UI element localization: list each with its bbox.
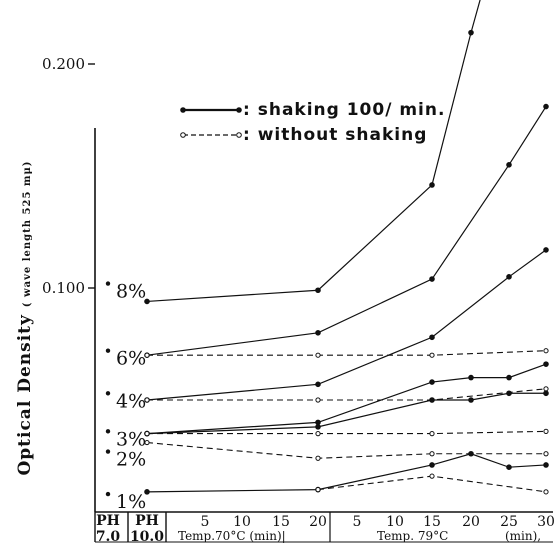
series-8pct-shaking-0-point-0: [144, 298, 150, 305]
series-4pct-no-shaking-4-point-1: [315, 397, 321, 403]
series-6pct-shaking-1-point-3: [506, 162, 512, 168]
conc-label-8pct: 8%: [116, 281, 146, 303]
conc-label-6pct: 6%: [116, 348, 146, 370]
x-label-ph7-top: PH: [96, 513, 120, 529]
series-8pct-shaking-0-point-2: [429, 182, 435, 188]
conc-label-3pct: 3%: [116, 428, 146, 450]
x-label-t79_15: 15: [423, 514, 441, 530]
series-3pct-shaking-5-point-2: [429, 379, 435, 385]
series-4pct-shaking-3-point-1: [315, 381, 321, 388]
series-1pct-no-shaking-10-point-1: [429, 473, 435, 479]
legend: : shaking 100/ min. : without shaking: [180, 100, 445, 145]
series-4pct-shaking-3-point-4: [543, 247, 549, 253]
y-axis-title: Optical Density ( wave length 525 mμ): [15, 160, 35, 475]
series-3pct-no-shaking-7-point-1: [315, 431, 321, 437]
series-6pct-no-shaking-2-line: [147, 350, 547, 356]
x-label-t79_25: 25: [500, 514, 518, 530]
x-label-t70_10: 10: [233, 514, 251, 530]
series-4pct-no-shaking-4-point-0: [144, 397, 150, 403]
x-label-t79_30: 30: [537, 514, 555, 530]
series-1pct-shaking-9-point-4: [506, 464, 512, 471]
series-3pct-no-shaking-7-point-2: [429, 431, 435, 437]
conc-label-1pct: 1%: [116, 491, 146, 513]
start-marker-6pct: [105, 348, 111, 353]
start-marker-4pct: [105, 391, 111, 396]
conc-label-2pct: 2%: [116, 449, 146, 471]
y-axis-title-sub: ( wave length 525 mμ): [22, 160, 33, 307]
series-3pct-shaking-6-line: [146, 392, 546, 435]
series-4pct-no-shaking-4-line: [147, 388, 547, 401]
series-1pct-shaking-9-point-5: [543, 462, 549, 468]
series-3pct-no-shaking-7-point-3: [543, 428, 549, 434]
series-layer: [144, 0, 549, 495]
series-2pct-no-shaking-8-point-1: [315, 455, 321, 461]
start-marker-8pct: [105, 281, 111, 286]
series-1pct-shaking-9-point-2: [429, 462, 435, 468]
axes: 0.100 0.200 Optical Density ( wave length …: [15, 55, 553, 543]
series-6pct-shaking-1-point-2: [429, 276, 435, 282]
series-3pct-shaking-5-point-4: [506, 374, 512, 381]
series-6pct-no-shaking-2-point-0: [144, 352, 150, 358]
x-caption-2: (min),: [505, 529, 541, 543]
series-3pct-shaking-6-point-3: [468, 397, 474, 403]
y-tick-label-1: 0.200: [42, 55, 85, 73]
series-3pct-shaking-6-point-1: [315, 424, 321, 430]
start-marker-2pct: [105, 449, 111, 454]
series-1pct-shaking-9-point-0: [144, 489, 150, 495]
series-2pct-no-shaking-8-point-3: [543, 451, 549, 457]
series-8pct-shaking-0-point-1: [315, 287, 321, 294]
series-3pct-shaking-6-point-2: [429, 397, 435, 403]
start-marker-1pct: [105, 491, 111, 497]
series-4pct-shaking-3-point-2: [429, 334, 435, 341]
series-3pct-no-shaking-7-line: [147, 430, 547, 435]
series-4pct-no-shaking-4-point-3: [543, 386, 549, 392]
series-6pct-no-shaking-2-point-2: [429, 352, 435, 358]
start-marker-3pct: [105, 429, 111, 434]
x-caption-1: Temp. 79°C: [377, 529, 448, 543]
x-label-t79_10: 10: [386, 514, 404, 530]
x-label-t79_5: 5: [353, 514, 362, 530]
series-1pct-no-shaking-10-point-2: [543, 489, 549, 495]
legend-marker-end-0: [236, 107, 242, 113]
series-2pct-no-shaking-8-point-0: [144, 439, 150, 446]
series-6pct-no-shaking-2-point-1: [315, 352, 321, 358]
x-label-t79_20: 20: [462, 514, 480, 530]
x-caption-0: Temp.70°C (min)|: [178, 529, 286, 543]
x-label-ph10-bottom: 10.0: [130, 529, 164, 543]
series-1pct-shaking-9-point-3: [468, 450, 474, 457]
legend-text-1: : without shaking: [243, 125, 427, 145]
series-3pct-shaking-6-point-5: [543, 390, 549, 397]
series-1pct-no-shaking-10-point-0: [315, 487, 321, 493]
legend-text-0: : shaking 100/ min.: [243, 100, 445, 120]
series-6pct-shaking-1-point-4: [543, 103, 549, 110]
y-tick-label-0: 0.100: [42, 279, 85, 297]
legend-marker-start-1: [180, 132, 186, 138]
series-3pct-shaking-5-point-1: [315, 419, 321, 426]
series-8pct-shaking-0-line: [146, 0, 481, 303]
series-2pct-no-shaking-8-point-2: [429, 451, 435, 457]
series-6pct-no-shaking-2-point-3: [543, 348, 549, 354]
conc-label-4pct: 4%: [116, 390, 146, 412]
x-label-t70_5: 5: [201, 514, 210, 530]
series-3pct-shaking-6-point-4: [506, 390, 512, 397]
series-6pct-shaking-1-point-1: [315, 330, 321, 336]
x-label-ph7-bottom: 7.0: [96, 529, 121, 543]
series-4pct-shaking-3-point-3: [506, 274, 512, 280]
legend-marker-start-0: [180, 107, 186, 113]
series-3pct-shaking-5-point-5: [543, 361, 549, 367]
y-axis-title-main: Optical Density: [15, 307, 35, 475]
x-label-t70_20: 20: [309, 514, 327, 530]
series-2pct-no-shaking-8-line: [146, 442, 546, 459]
series-3pct-shaking-5-line: [146, 363, 547, 435]
series-8pct-shaking-0-point-3: [468, 29, 474, 36]
legend-marker-end-1: [236, 132, 242, 138]
x-label-t70_15: 15: [272, 514, 290, 530]
series-3pct-no-shaking-7-point-0: [144, 431, 150, 437]
series-1pct-shaking-9-line: [146, 453, 547, 493]
series-3pct-shaking-5-point-3: [468, 374, 474, 381]
x-label-ph10-top: PH: [135, 513, 159, 529]
